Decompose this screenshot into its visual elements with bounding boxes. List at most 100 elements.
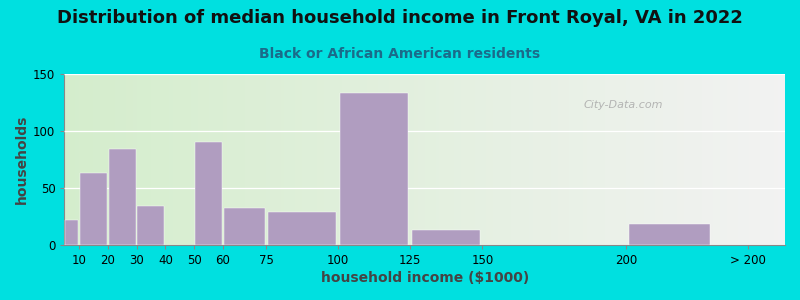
Bar: [713, 74, 717, 245]
Bar: [616, 74, 619, 245]
Bar: [482, 74, 486, 245]
Bar: [475, 74, 478, 245]
Bar: [406, 74, 410, 245]
Bar: [641, 74, 645, 245]
Bar: [392, 74, 396, 245]
Bar: [638, 74, 641, 245]
Bar: [590, 74, 594, 245]
Bar: [446, 74, 450, 245]
Bar: [209, 74, 212, 245]
Bar: [370, 74, 374, 245]
Bar: [147, 74, 151, 245]
Bar: [742, 74, 746, 245]
Bar: [270, 74, 274, 245]
Bar: [580, 74, 583, 245]
Bar: [151, 74, 154, 245]
Bar: [334, 74, 338, 245]
Bar: [756, 74, 760, 245]
Bar: [104, 74, 108, 245]
Bar: [587, 74, 590, 245]
Bar: [396, 74, 399, 245]
Bar: [216, 74, 219, 245]
Bar: [374, 74, 378, 245]
Bar: [68, 74, 72, 245]
Bar: [504, 74, 507, 245]
Bar: [450, 74, 454, 245]
Bar: [691, 74, 695, 245]
Bar: [115, 74, 118, 245]
Bar: [194, 74, 198, 245]
Bar: [514, 74, 518, 245]
Bar: [234, 74, 238, 245]
Bar: [598, 74, 602, 245]
Bar: [378, 74, 382, 245]
Bar: [90, 74, 94, 245]
Bar: [544, 74, 547, 245]
Bar: [706, 74, 710, 245]
Bar: [558, 74, 562, 245]
Bar: [630, 74, 634, 245]
Bar: [428, 74, 432, 245]
Bar: [266, 74, 270, 245]
Bar: [522, 74, 526, 245]
Bar: [655, 74, 659, 245]
Bar: [259, 74, 262, 245]
Bar: [573, 74, 576, 245]
Bar: [80, 173, 107, 245]
Bar: [562, 74, 566, 245]
Bar: [749, 74, 753, 245]
Bar: [774, 74, 778, 245]
Bar: [281, 74, 284, 245]
Bar: [612, 74, 616, 245]
Bar: [349, 74, 353, 245]
Bar: [478, 74, 482, 245]
Bar: [284, 74, 288, 245]
Bar: [767, 74, 770, 245]
Bar: [342, 74, 346, 245]
Bar: [219, 74, 223, 245]
Bar: [442, 74, 446, 245]
Bar: [331, 74, 334, 245]
Bar: [497, 74, 500, 245]
Bar: [782, 74, 785, 245]
Bar: [551, 74, 554, 245]
Bar: [594, 74, 598, 245]
Bar: [583, 74, 587, 245]
Bar: [464, 74, 468, 245]
Bar: [410, 74, 414, 245]
Bar: [435, 74, 439, 245]
Bar: [360, 74, 363, 245]
Bar: [86, 74, 90, 245]
Bar: [356, 74, 360, 245]
Bar: [702, 74, 706, 245]
Bar: [118, 74, 122, 245]
Bar: [205, 74, 209, 245]
Bar: [195, 142, 222, 245]
Bar: [126, 74, 130, 245]
Bar: [122, 74, 126, 245]
Bar: [666, 74, 670, 245]
Bar: [162, 74, 166, 245]
Bar: [327, 74, 331, 245]
Bar: [432, 74, 435, 245]
Bar: [363, 74, 367, 245]
Bar: [223, 74, 226, 245]
Bar: [245, 74, 248, 245]
Bar: [530, 74, 533, 245]
Bar: [341, 93, 408, 245]
Bar: [609, 74, 612, 245]
Bar: [540, 74, 544, 245]
Bar: [500, 74, 504, 245]
Bar: [626, 74, 630, 245]
Bar: [461, 74, 464, 245]
Bar: [439, 74, 442, 245]
Bar: [490, 74, 493, 245]
Bar: [137, 74, 140, 245]
Bar: [158, 74, 162, 245]
Bar: [471, 74, 475, 245]
Bar: [212, 74, 216, 245]
Bar: [619, 74, 623, 245]
Bar: [684, 74, 688, 245]
Bar: [313, 74, 317, 245]
Bar: [418, 74, 421, 245]
